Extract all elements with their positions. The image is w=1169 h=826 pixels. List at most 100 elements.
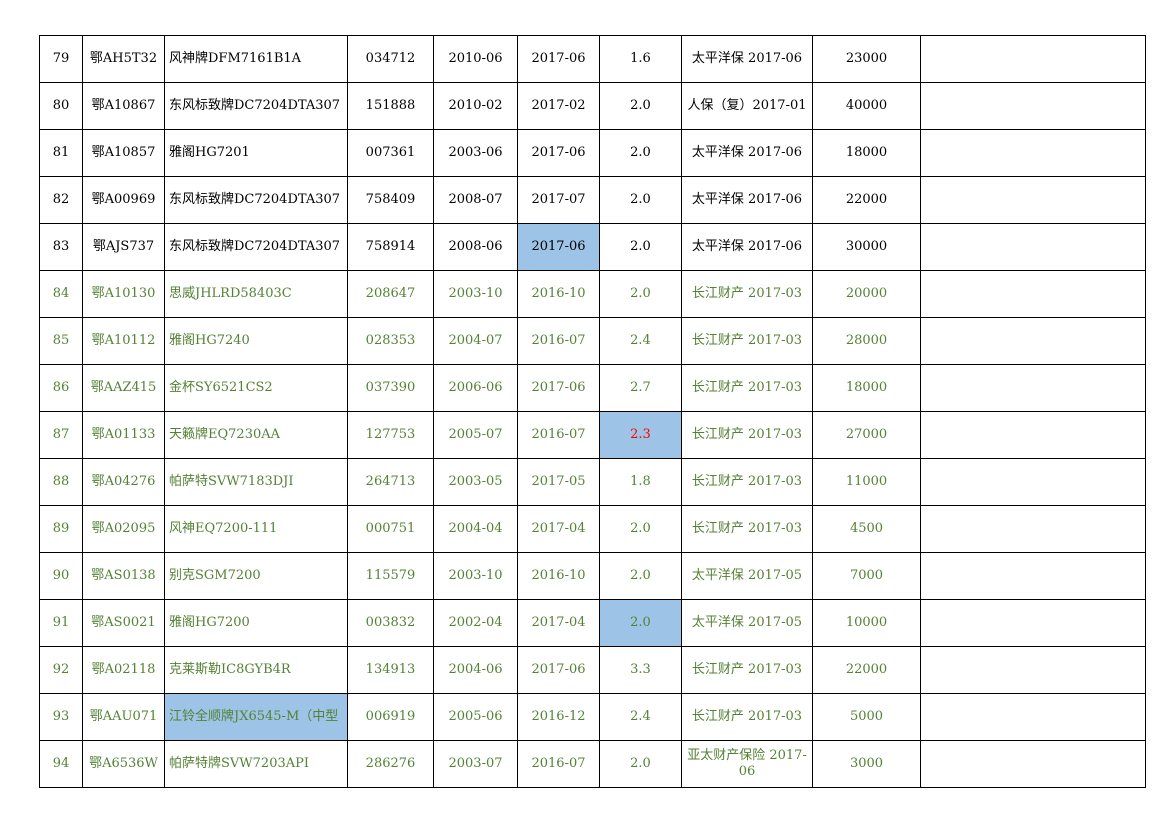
inspection-date-cell[interactable]: 2017-06	[517, 646, 600, 694]
insurance-cell[interactable]: 长江财产 2017-03	[681, 411, 813, 459]
model-cell[interactable]: 雅阁HG7200	[164, 599, 348, 647]
registration-date-cell[interactable]: 2003-10	[433, 552, 518, 600]
plate-cell[interactable]: 鄂AAZ415	[82, 364, 165, 412]
displacement-cell[interactable]: 2.0	[599, 270, 682, 318]
note-cell[interactable]	[920, 740, 1146, 788]
price-cell[interactable]: 40000	[812, 82, 921, 130]
price-cell[interactable]: 22000	[812, 646, 921, 694]
inspection-date-cell[interactable]: 2017-06	[517, 223, 600, 271]
inspection-date-cell[interactable]: 2016-07	[517, 317, 600, 365]
note-cell[interactable]	[920, 35, 1146, 83]
registration-date-cell[interactable]: 2004-04	[433, 505, 518, 553]
model-cell[interactable]: 克莱斯勒IC8GYB4R	[164, 646, 348, 694]
row-number-cell[interactable]: 89	[39, 505, 83, 553]
plate-cell[interactable]: 鄂A6536W	[82, 740, 165, 788]
insurance-cell[interactable]: 太平洋保 2017-05	[681, 599, 813, 647]
code-cell[interactable]: 034712	[347, 35, 434, 83]
code-cell[interactable]: 758914	[347, 223, 434, 271]
insurance-cell[interactable]: 长江财产 2017-03	[681, 505, 813, 553]
insurance-cell[interactable]: 太平洋保 2017-06	[681, 35, 813, 83]
note-cell[interactable]	[920, 693, 1146, 741]
insurance-cell[interactable]: 长江财产 2017-03	[681, 364, 813, 412]
plate-cell[interactable]: 鄂A10112	[82, 317, 165, 365]
price-cell[interactable]: 11000	[812, 458, 921, 506]
code-cell[interactable]: 286276	[347, 740, 434, 788]
insurance-cell[interactable]: 太平洋保 2017-05	[681, 552, 813, 600]
displacement-cell[interactable]: 2.0	[599, 176, 682, 224]
plate-cell[interactable]: 鄂A02095	[82, 505, 165, 553]
inspection-date-cell[interactable]: 2016-07	[517, 740, 600, 788]
plate-cell[interactable]: 鄂AAU071	[82, 693, 165, 741]
displacement-cell[interactable]: 1.6	[599, 35, 682, 83]
row-number-cell[interactable]: 93	[39, 693, 83, 741]
note-cell[interactable]	[920, 599, 1146, 647]
plate-cell[interactable]: 鄂A00969	[82, 176, 165, 224]
displacement-cell[interactable]: 2.0	[599, 552, 682, 600]
note-cell[interactable]	[920, 82, 1146, 130]
displacement-cell[interactable]: 2.0	[599, 505, 682, 553]
note-cell[interactable]	[920, 129, 1146, 177]
code-cell[interactable]: 037390	[347, 364, 434, 412]
plate-cell[interactable]: 鄂A10867	[82, 82, 165, 130]
displacement-cell[interactable]: 2.0	[599, 599, 682, 647]
registration-date-cell[interactable]: 2004-07	[433, 317, 518, 365]
plate-cell[interactable]: 鄂A02118	[82, 646, 165, 694]
price-cell[interactable]: 28000	[812, 317, 921, 365]
plate-cell[interactable]: 鄂AH5T32	[82, 35, 165, 83]
model-cell[interactable]: 东风标致牌DC7204DTA307	[164, 176, 348, 224]
inspection-date-cell[interactable]: 2016-07	[517, 411, 600, 459]
price-cell[interactable]: 30000	[812, 223, 921, 271]
code-cell[interactable]: 007361	[347, 129, 434, 177]
row-number-cell[interactable]: 92	[39, 646, 83, 694]
code-cell[interactable]: 758409	[347, 176, 434, 224]
code-cell[interactable]: 006919	[347, 693, 434, 741]
inspection-date-cell[interactable]: 2016-10	[517, 270, 600, 318]
note-cell[interactable]	[920, 646, 1146, 694]
plate-cell[interactable]: 鄂A01133	[82, 411, 165, 459]
note-cell[interactable]	[920, 458, 1146, 506]
model-cell[interactable]: 别克SGM7200	[164, 552, 348, 600]
note-cell[interactable]	[920, 223, 1146, 271]
displacement-cell[interactable]: 2.0	[599, 223, 682, 271]
registration-date-cell[interactable]: 2008-07	[433, 176, 518, 224]
note-cell[interactable]	[920, 411, 1146, 459]
registration-date-cell[interactable]: 2010-02	[433, 82, 518, 130]
price-cell[interactable]: 23000	[812, 35, 921, 83]
inspection-date-cell[interactable]: 2017-02	[517, 82, 600, 130]
price-cell[interactable]: 5000	[812, 693, 921, 741]
model-cell[interactable]: 思威JHLRD58403C	[164, 270, 348, 318]
inspection-date-cell[interactable]: 2016-10	[517, 552, 600, 600]
registration-date-cell[interactable]: 2010-06	[433, 35, 518, 83]
model-cell[interactable]: 江铃全顺牌JX6545-M（中型	[164, 693, 348, 741]
registration-date-cell[interactable]: 2003-10	[433, 270, 518, 318]
note-cell[interactable]	[920, 552, 1146, 600]
inspection-date-cell[interactable]: 2017-04	[517, 505, 600, 553]
note-cell[interactable]	[920, 270, 1146, 318]
registration-date-cell[interactable]: 2002-04	[433, 599, 518, 647]
registration-date-cell[interactable]: 2004-06	[433, 646, 518, 694]
model-cell[interactable]: 东风标致牌DC7204DTA307	[164, 223, 348, 271]
inspection-date-cell[interactable]: 2017-06	[517, 35, 600, 83]
model-cell[interactable]: 风神牌DFM7161B1A	[164, 35, 348, 83]
row-number-cell[interactable]: 80	[39, 82, 83, 130]
row-number-cell[interactable]: 90	[39, 552, 83, 600]
displacement-cell[interactable]: 2.0	[599, 129, 682, 177]
inspection-date-cell[interactable]: 2017-05	[517, 458, 600, 506]
row-number-cell[interactable]: 81	[39, 129, 83, 177]
registration-date-cell[interactable]: 2006-06	[433, 364, 518, 412]
row-number-cell[interactable]: 88	[39, 458, 83, 506]
code-cell[interactable]: 208647	[347, 270, 434, 318]
note-cell[interactable]	[920, 176, 1146, 224]
inspection-date-cell[interactable]: 2017-06	[517, 129, 600, 177]
insurance-cell[interactable]: 长江财产 2017-03	[681, 458, 813, 506]
insurance-cell[interactable]: 太平洋保 2017-06	[681, 176, 813, 224]
insurance-cell[interactable]: 长江财产 2017-03	[681, 646, 813, 694]
note-cell[interactable]	[920, 317, 1146, 365]
displacement-cell[interactable]: 1.8	[599, 458, 682, 506]
displacement-cell[interactable]: 2.3	[599, 411, 682, 459]
displacement-cell[interactable]: 2.4	[599, 317, 682, 365]
code-cell[interactable]: 264713	[347, 458, 434, 506]
displacement-cell[interactable]: 2.4	[599, 693, 682, 741]
row-number-cell[interactable]: 91	[39, 599, 83, 647]
price-cell[interactable]: 18000	[812, 129, 921, 177]
